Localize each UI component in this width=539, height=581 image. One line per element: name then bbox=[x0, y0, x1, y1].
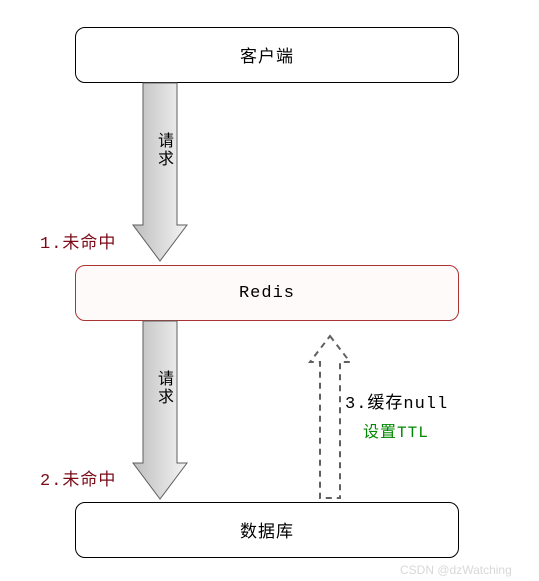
watermark: CSDN @dzWatching bbox=[400, 563, 512, 577]
request-arrow-2 bbox=[130, 321, 190, 504]
request-arrow-1 bbox=[130, 83, 190, 266]
client-node: 客户端 bbox=[75, 27, 459, 83]
request-label-2: 请求 bbox=[151, 370, 175, 406]
redis-node: Redis bbox=[75, 265, 459, 321]
client-label: 客户端 bbox=[240, 42, 294, 68]
redis-label: Redis bbox=[239, 284, 295, 303]
database-label: 数据库 bbox=[240, 517, 294, 543]
request-label-1: 请求 bbox=[151, 132, 175, 168]
ttl-annotation: 设置TTL bbox=[363, 418, 429, 442]
cache-null-arrow bbox=[305, 334, 355, 503]
database-node: 数据库 bbox=[75, 502, 459, 558]
miss-annotation-1: 1.未命中 bbox=[40, 228, 116, 254]
miss-annotation-2: 2.未命中 bbox=[40, 465, 116, 491]
cache-null-annotation: 3.缓存null bbox=[345, 388, 448, 414]
